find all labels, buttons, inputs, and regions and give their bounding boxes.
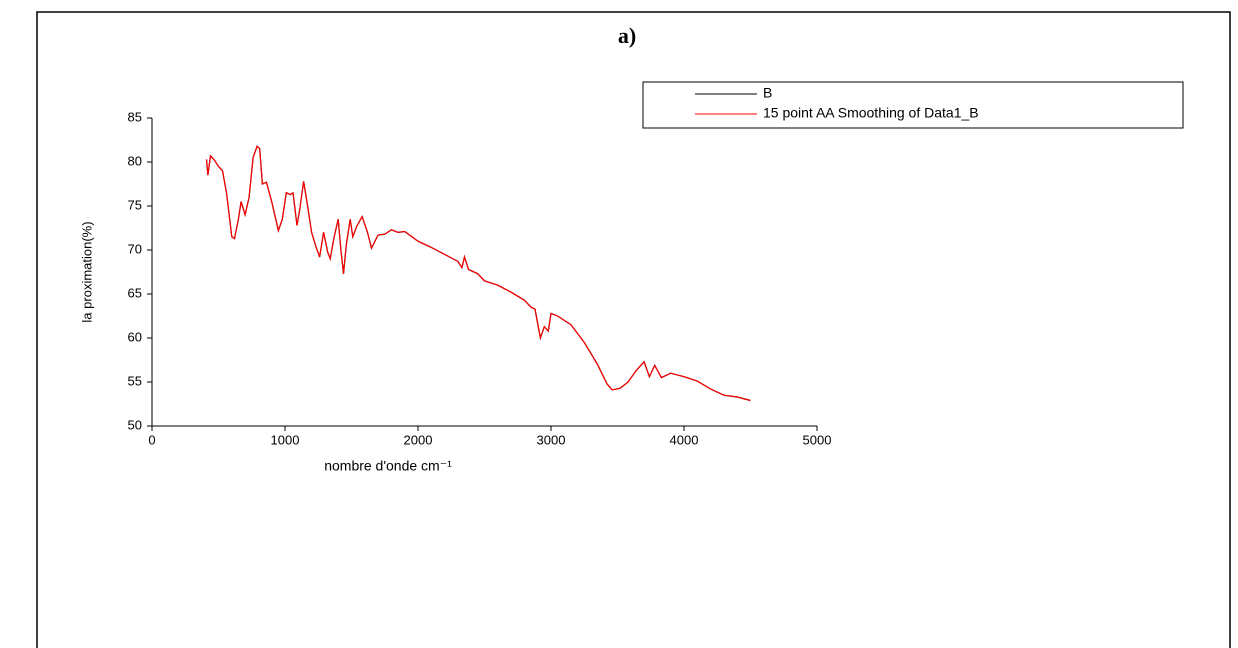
y-tick-label: 65	[128, 285, 142, 300]
chart-title: a)	[618, 23, 636, 48]
y-tick-label: 70	[128, 241, 142, 256]
legend-label: B	[763, 85, 772, 101]
data-line	[205, 145, 751, 402]
y-axis-label: la proximation(%)	[79, 221, 94, 322]
y-tick-label: 55	[128, 373, 142, 388]
y-tick-label: 60	[128, 329, 142, 344]
frame	[36, 11, 1231, 648]
x-tick-label: 3000	[537, 432, 566, 447]
legend-box	[642, 81, 1184, 129]
y-tick-label: 80	[128, 153, 142, 168]
x-tick-label: 2000	[404, 432, 433, 447]
y-tick-label: 50	[128, 417, 142, 432]
legend-label: 15 point AA Smoothing of Data1_B	[763, 105, 979, 121]
x-tick-label: 5000	[803, 432, 832, 447]
x-tick-label: 1000	[271, 432, 300, 447]
x-tick-label: 4000	[670, 432, 699, 447]
x-axis-label: nombre d'onde cm⁻¹	[324, 458, 452, 474]
x-tick-label: 0	[148, 432, 155, 447]
y-tick-label: 85	[128, 109, 142, 124]
data-line	[205, 145, 751, 402]
y-tick-label: 75	[128, 197, 142, 212]
